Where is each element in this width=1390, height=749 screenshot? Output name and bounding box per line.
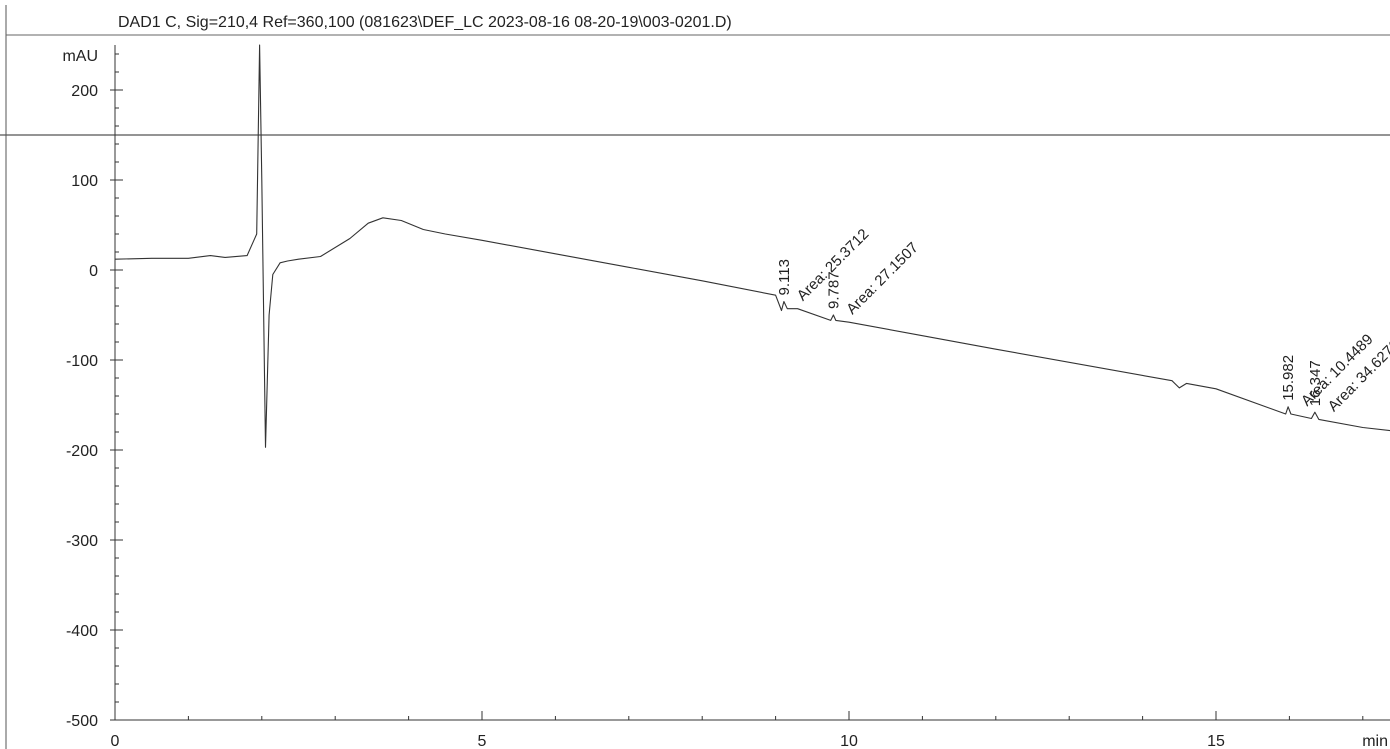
- x-axis-label: min: [1362, 733, 1388, 749]
- chart-title: DAD1 C, Sig=210,4 Ref=360,100 (081623\DE…: [118, 14, 732, 31]
- x-tick-label: 0: [111, 733, 120, 749]
- y-tick-label: -500: [66, 713, 98, 730]
- y-tick-label: 0: [89, 263, 98, 280]
- y-tick-label: -300: [66, 533, 98, 550]
- y-axis-label: mAU: [62, 48, 98, 65]
- peak-rt-label: 9.787: [825, 271, 842, 309]
- peak-rt-label: 15.982: [1280, 355, 1297, 401]
- y-tick-label: -200: [66, 443, 98, 460]
- y-tick-label: 200: [71, 83, 98, 100]
- peak-rt-label: 9.113: [776, 259, 793, 295]
- x-tick-label: 15: [1207, 733, 1225, 749]
- y-tick-label: 100: [71, 173, 98, 190]
- peak-rt-label: 16.347: [1307, 360, 1324, 406]
- x-tick-label: 5: [478, 733, 487, 749]
- y-tick-label: -100: [66, 353, 98, 370]
- chromatogram-trace: [114, 44, 1390, 448]
- x-tick-label: 10: [840, 733, 858, 749]
- y-tick-label: -400: [66, 623, 98, 640]
